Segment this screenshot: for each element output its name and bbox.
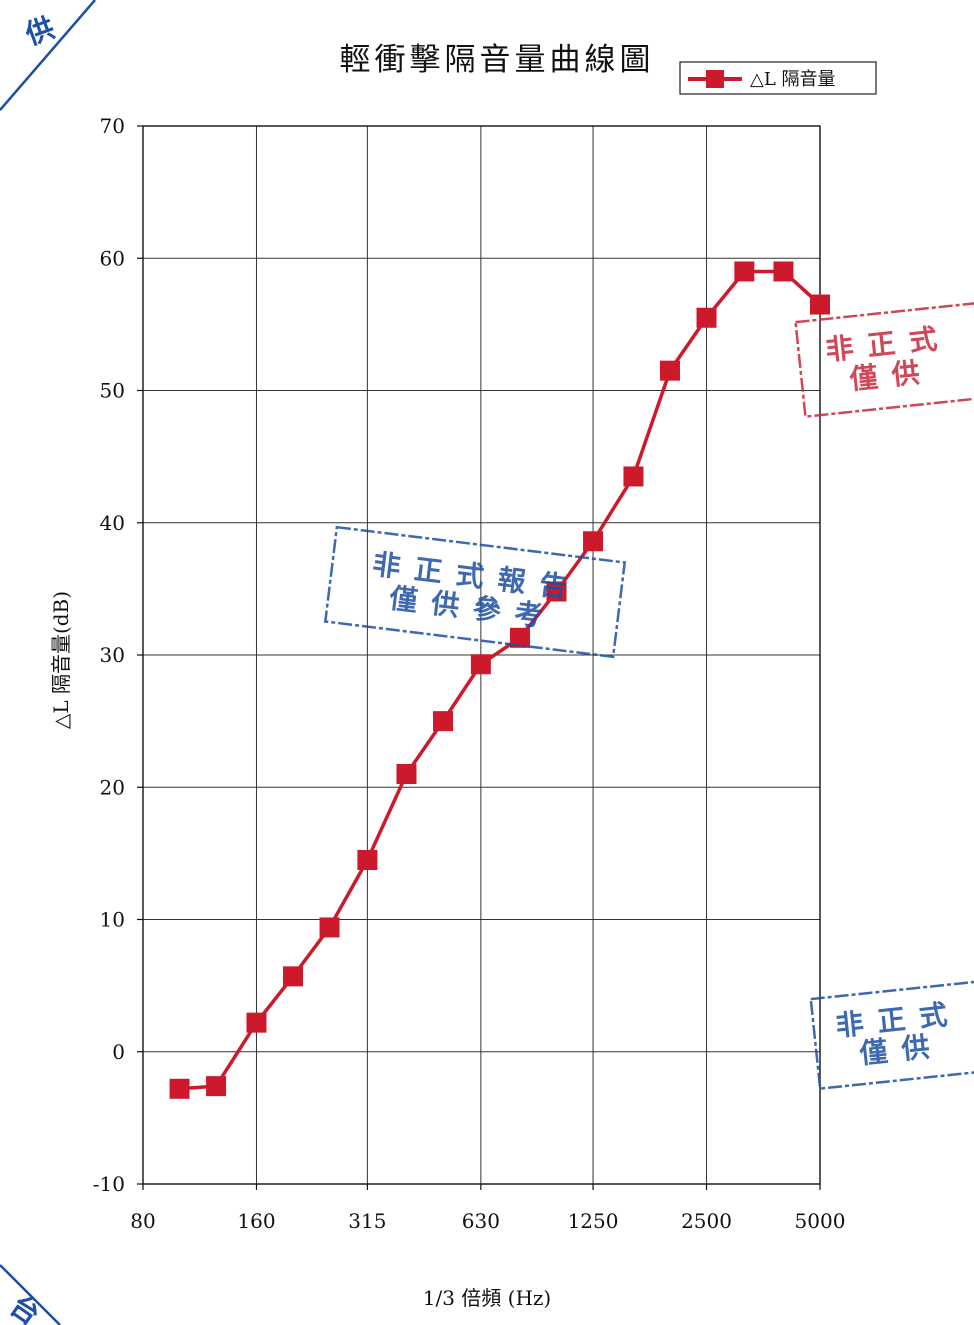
stamp-corner-bottom-left: 台 bbox=[4, 1289, 46, 1325]
axes: -10 0 10 20 30 40 50 60 70 80 160 315 630 1250 2500 500… bbox=[93, 114, 846, 1233]
x-tick-label: 315 bbox=[348, 1209, 386, 1233]
legend-label: △L 隔音量 bbox=[750, 69, 836, 90]
chart-title: 輕衝擊隔音量曲線圖 bbox=[340, 42, 655, 78]
data-point-marker bbox=[357, 849, 378, 870]
stamp-center-border bbox=[323, 525, 627, 659]
data-point-marker bbox=[546, 581, 567, 602]
x-tick-label: 160 bbox=[237, 1209, 275, 1233]
stamp-corner-top-left: 供 bbox=[20, 11, 59, 52]
series-line bbox=[179, 269, 822, 1091]
stamp-right-upper-border bbox=[794, 301, 974, 419]
data-point-marker bbox=[583, 531, 604, 552]
data-point-marker bbox=[696, 307, 717, 328]
y-tick-label: 20 bbox=[100, 775, 125, 799]
y-tick-label: 30 bbox=[100, 643, 125, 667]
y-tick-label: 0 bbox=[112, 1040, 125, 1064]
data-point-marker bbox=[773, 261, 794, 282]
stamp-corner-bottom-left-edge bbox=[0, 1264, 61, 1325]
x-tick-label: 2500 bbox=[681, 1209, 732, 1233]
data-point-marker bbox=[659, 360, 680, 381]
data-point-marker bbox=[433, 711, 454, 732]
x-tick-label: 5000 bbox=[795, 1209, 846, 1233]
y-axis-title: △L 隔音量(dB) bbox=[49, 591, 73, 729]
y-tick-label: 10 bbox=[100, 908, 125, 932]
data-point-marker bbox=[734, 261, 755, 282]
y-tick-label: 40 bbox=[100, 511, 125, 535]
legend-marker-swatch bbox=[706, 70, 724, 88]
data-point-marker bbox=[509, 627, 530, 648]
data-point-marker bbox=[810, 294, 830, 315]
x-tick-label: 1250 bbox=[568, 1209, 619, 1233]
y-tick-label: 50 bbox=[100, 379, 125, 403]
data-point-marker bbox=[396, 764, 417, 785]
x-tick-label: 80 bbox=[130, 1209, 155, 1233]
legend: △L 隔音量 bbox=[679, 61, 877, 95]
stamp-right-lower-border bbox=[809, 979, 974, 1091]
y-tick-label: -10 bbox=[93, 1172, 125, 1196]
x-tick-label: 630 bbox=[462, 1209, 500, 1233]
y-tick-label: 70 bbox=[100, 114, 125, 138]
data-point-marker bbox=[283, 966, 304, 987]
y-tick-label: 60 bbox=[100, 246, 125, 270]
data-point-marker bbox=[169, 1078, 190, 1099]
data-point-marker bbox=[319, 917, 340, 938]
plot-frame bbox=[142, 125, 821, 1185]
data-point-marker bbox=[246, 1012, 267, 1033]
data-point-marker bbox=[470, 654, 491, 675]
series-layer bbox=[169, 261, 830, 1099]
x-axis-title: 1/3 倍頻 (Hz) bbox=[423, 1286, 552, 1310]
data-point-marker bbox=[623, 466, 644, 487]
stamp-corner-top-left-edge bbox=[0, 0, 96, 111]
data-point-marker bbox=[206, 1076, 227, 1097]
